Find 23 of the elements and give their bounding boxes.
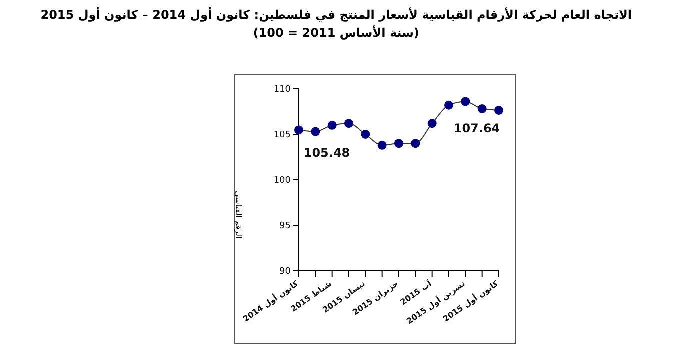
point (394, 139, 404, 148)
point (361, 130, 370, 139)
point (494, 106, 504, 115)
y-tick-label: 110 (274, 85, 292, 96)
point (294, 126, 304, 135)
point (378, 140, 387, 150)
chart-subtitle: (سنة الأساس 2011 = 100) (252, 26, 420, 40)
y-tick-label: 90 (280, 267, 292, 278)
point (411, 139, 420, 148)
y-tick-label: 95 (280, 222, 291, 232)
y-tick-label: 100 (274, 176, 292, 186)
point (461, 97, 470, 106)
y-axis-title: الرقم القياسي (233, 190, 243, 241)
data-label: 105.48 (304, 146, 350, 160)
point (444, 100, 454, 110)
y-tick-label: 105 (274, 130, 291, 141)
data-label: 107.64 (454, 121, 500, 136)
point (478, 104, 487, 114)
chart-title: الاتجاه العام لحركة الأرقام القياسية لأسعار المنتج في فلسطين: كانون أول 2014 – كانون أول 2015 (40, 8, 632, 22)
point (428, 119, 437, 128)
point (344, 119, 354, 128)
point (328, 120, 337, 130)
point (311, 127, 320, 136)
